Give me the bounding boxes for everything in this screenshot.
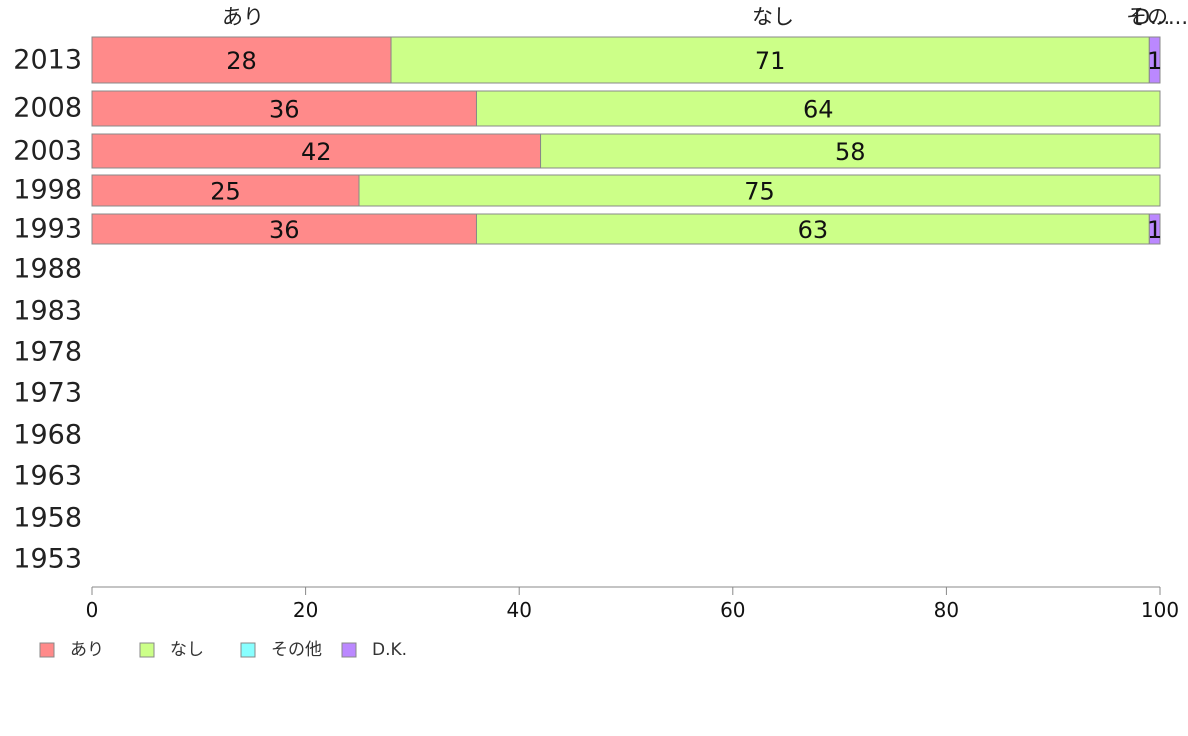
year-labels: 2013 2008 2003 1998 1993 1988 1983 1978 1973 1968… [13,45,82,575]
bar-2013-series-0 [91,36,392,84]
bar-2013-series-3 [1148,36,1161,84]
x-tick-label-60: 60 [720,598,745,622]
year-label-1973: 1973 [13,378,82,409]
legend-label-2: その他 [271,640,322,660]
column-header-1: なし [752,5,794,29]
bar-2013-series-1 [390,36,1150,84]
year-label-1963: 1963 [13,461,82,492]
bar-value-2003-series-0: 42 [301,138,332,166]
legend-swatch-3 [341,642,357,658]
bar-value-2013-series-3: 1 [1147,47,1162,75]
year-label-1958: 1958 [13,503,82,534]
bar-value-2013-series-0: 28 [226,47,257,75]
x-tick-label-80: 80 [934,598,959,622]
legend-label-3: D.K. [372,640,407,660]
x-tick-label-40: 40 [506,598,531,622]
x-tick-label-0: 0 [86,598,99,622]
year-label-2008: 2008 [13,93,82,124]
bar-1998-series-0 [91,174,360,207]
legend-swatch-1 [139,642,155,658]
column-header-2: その... [1126,5,1188,29]
x-tick-label-20: 20 [293,598,318,622]
bar-value-2003-series-1: 58 [835,138,866,166]
bar-2003-series-1 [540,133,1161,169]
bar-value-2013-series-1: 71 [755,47,786,75]
column-headers: あり なし その...D... [222,5,1188,29]
year-label-1968: 1968 [13,420,82,451]
column-header-3: D... [1134,5,1170,29]
bar-1998-series-1 [358,174,1161,207]
bar-value-1993-series-3: 1 [1147,216,1162,244]
bar-2003-series-0 [91,133,542,169]
bar-1993-series-3 [1148,213,1161,245]
x-axis: 0 20 40 60 80 100 [86,586,1179,622]
bar-value-1993-series-1: 63 [798,216,829,244]
bar-1993-series-1 [475,213,1150,245]
x-tick-label-100: 100 [1141,598,1179,622]
year-label-1953: 1953 [13,544,82,575]
bar-value-1998-series-0: 25 [210,178,241,206]
legend-label-0: あり [70,640,104,660]
bar-value-1993-series-0: 36 [269,216,300,244]
legend-swatch-0 [39,642,55,658]
year-label-2013: 2013 [13,45,82,76]
year-label-1983: 1983 [13,296,82,327]
bars: 28 71 1 36 64 42 58 25 75 36 63 1 [91,36,1162,245]
bar-value-1998-series-1: 75 [744,178,775,206]
legend: あり なし その他 D.K. [39,640,407,660]
bar-2008-series-0 [91,90,477,127]
bar-value-2008-series-0: 36 [269,96,300,124]
column-header-0: あり [222,5,264,29]
bar-1993-series-0 [91,213,477,245]
bar-2008-series-1 [475,90,1161,127]
year-label-1978: 1978 [13,337,82,368]
bar-value-2008-series-1: 64 [803,96,834,124]
year-label-1988: 1988 [13,254,82,285]
legend-label-1: なし [170,640,204,660]
year-label-1998: 1998 [13,175,82,206]
legend-swatch-2 [240,642,256,658]
year-label-2003: 2003 [13,136,82,167]
year-label-1993: 1993 [13,214,82,245]
